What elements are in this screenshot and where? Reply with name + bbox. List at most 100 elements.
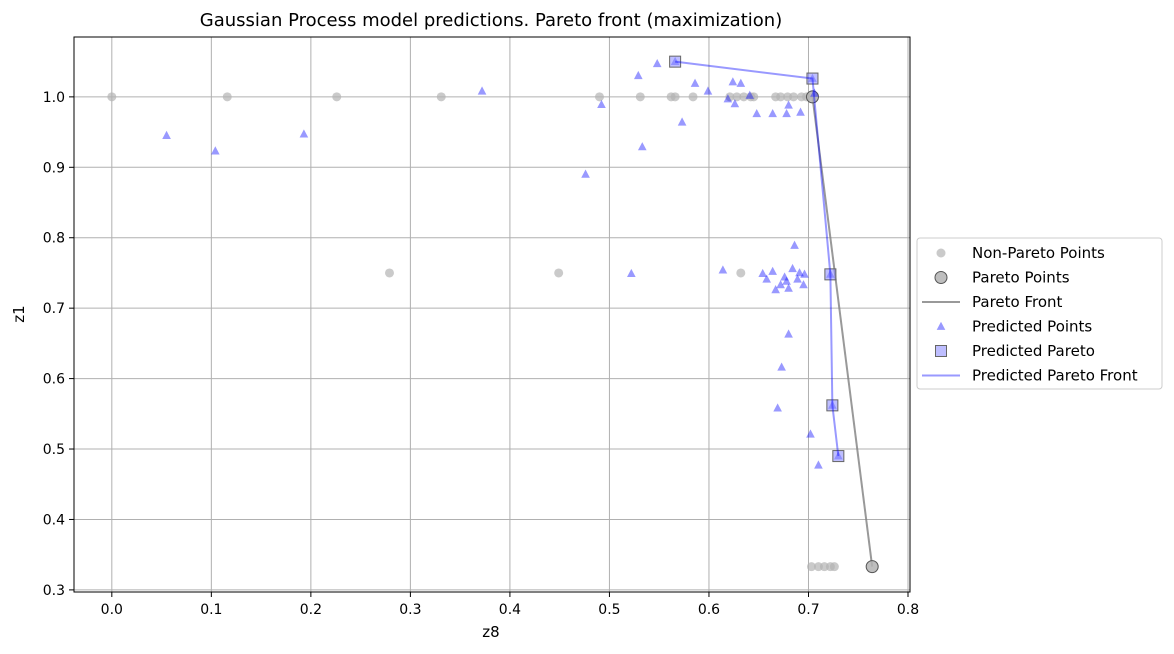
data-point (728, 77, 738, 86)
x-axis-label: z8 (482, 623, 499, 641)
data-point (832, 450, 845, 463)
data-point (669, 55, 682, 68)
series-1 (805, 90, 879, 574)
legend-label: Non-Pareto Points (972, 244, 1105, 262)
data-point (824, 268, 837, 281)
data-point (777, 362, 786, 371)
data-point (782, 276, 791, 285)
data-point (739, 92, 749, 102)
data-point (670, 92, 680, 102)
data-point (758, 268, 768, 278)
x-tick-label: 0.8 (897, 602, 919, 618)
data-point (703, 86, 713, 95)
y-axis: 0.3 0.4 0.5 0.6 0.7 0.8 0.9 1.0 (43, 90, 74, 599)
x-tick-label: 0.5 (598, 602, 620, 618)
data-point (730, 99, 740, 108)
legend-swatch (936, 248, 946, 258)
x-tick-label: 0.7 (797, 602, 819, 618)
y-tick-label: 0.8 (43, 231, 65, 247)
data-point (752, 108, 762, 118)
chart-title: Gaussian Process model predictions. Pare… (200, 10, 782, 31)
legend-swatch (935, 345, 947, 357)
x-tick-label: 0.3 (399, 602, 421, 618)
series-5 (675, 60, 840, 457)
data-point (594, 92, 604, 102)
data-point (788, 263, 797, 273)
data-point (865, 560, 879, 574)
y-tick-label: 0.3 (43, 583, 65, 599)
data-point (796, 107, 805, 116)
series-layer (107, 55, 879, 574)
data-point (805, 90, 819, 104)
series-line (811, 96, 874, 567)
data-point (107, 92, 117, 102)
y-tick-label: 0.5 (43, 442, 65, 458)
data-point (222, 92, 232, 102)
y-tick-label: 1.0 (43, 90, 65, 106)
data-point (790, 240, 799, 249)
data-point (162, 130, 171, 139)
data-point (597, 99, 606, 108)
series-3 (162, 56, 843, 469)
series-line (675, 60, 840, 457)
data-point (477, 86, 487, 95)
data-point (677, 117, 687, 126)
data-point (749, 92, 759, 102)
x-tick-label: 0.1 (200, 602, 222, 618)
x-axis: 0.0 0.1 0.2 0.3 0.4 0.5 0.6 0.7 0.8 (101, 592, 919, 618)
data-point (795, 268, 804, 277)
series-0 (107, 92, 839, 572)
y-tick-label: 0.6 (43, 372, 65, 388)
data-point (436, 92, 446, 102)
data-point (806, 72, 819, 85)
x-tick-label: 0.0 (101, 602, 123, 618)
data-point (690, 78, 700, 87)
data-point (782, 108, 791, 118)
data-point (633, 70, 643, 80)
series-4 (669, 55, 845, 463)
data-point (829, 562, 839, 572)
data-point (768, 266, 777, 275)
data-point (776, 92, 786, 102)
y-tick-label: 0.4 (43, 512, 65, 528)
data-point (793, 274, 802, 283)
data-point (627, 268, 636, 278)
y-axis-label: z1 (10, 305, 28, 322)
legend-label: Predicted Points (972, 318, 1092, 336)
legend-label: Predicted Pareto Front (972, 367, 1138, 385)
data-point (652, 58, 662, 68)
data-point (384, 268, 394, 278)
data-point (806, 562, 816, 572)
data-point (299, 129, 309, 138)
x-tick-label: 0.6 (698, 602, 720, 618)
data-point (637, 142, 647, 151)
data-point (814, 460, 823, 469)
data-point (799, 280, 808, 289)
data-point (762, 274, 772, 283)
x-tick-label: 0.2 (300, 602, 322, 618)
legend-label: Pareto Front (972, 293, 1063, 311)
data-point (332, 92, 342, 102)
data-point (688, 92, 698, 102)
data-point (789, 92, 799, 102)
legend-label: Predicted Pareto (972, 342, 1095, 360)
legend: Non-Pareto Points Pareto Points Pareto Fro… (916, 237, 1163, 390)
data-point (784, 100, 793, 109)
legend-frame (916, 237, 1163, 390)
data-point (554, 268, 564, 278)
legend-swatch (936, 321, 946, 330)
data-point (800, 269, 809, 278)
data-point (773, 403, 782, 412)
y-tick-label: 0.7 (43, 301, 65, 317)
plot-frame (73, 36, 911, 593)
x-tick-label: 0.4 (499, 602, 521, 618)
data-point (581, 169, 590, 178)
y-tick-label: 0.9 (43, 160, 65, 176)
data-point (771, 285, 780, 294)
legend-label: Pareto Points (972, 269, 1070, 287)
data-point (784, 283, 793, 292)
data-point (723, 94, 733, 103)
data-point (732, 92, 742, 102)
data-point (826, 399, 839, 412)
